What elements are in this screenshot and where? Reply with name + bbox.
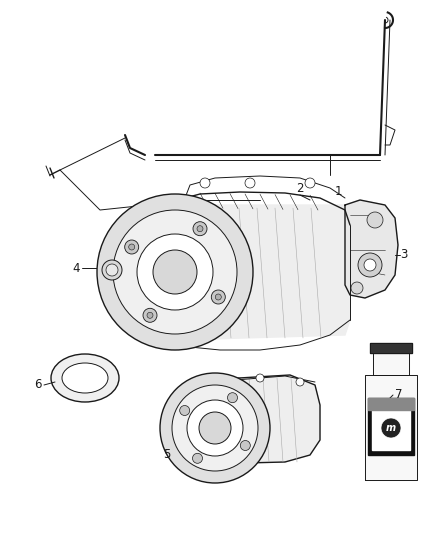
Text: 4: 4 — [73, 262, 80, 274]
Circle shape — [129, 244, 135, 250]
Circle shape — [153, 250, 197, 294]
Circle shape — [172, 385, 258, 471]
Circle shape — [160, 373, 270, 483]
Circle shape — [245, 178, 255, 188]
Circle shape — [351, 282, 363, 294]
Circle shape — [358, 253, 382, 277]
Circle shape — [256, 374, 264, 382]
Polygon shape — [198, 375, 320, 463]
Polygon shape — [368, 398, 414, 455]
Circle shape — [227, 393, 237, 403]
Circle shape — [143, 308, 157, 322]
Circle shape — [180, 406, 190, 416]
Circle shape — [211, 290, 225, 304]
Text: 6: 6 — [35, 378, 42, 392]
Circle shape — [137, 234, 213, 310]
Circle shape — [200, 178, 210, 188]
Circle shape — [197, 225, 203, 232]
Polygon shape — [345, 200, 398, 298]
Ellipse shape — [62, 363, 108, 393]
Text: 2: 2 — [296, 182, 304, 195]
Polygon shape — [370, 343, 412, 353]
Circle shape — [187, 400, 243, 456]
Text: 5: 5 — [162, 448, 170, 462]
Circle shape — [381, 418, 401, 438]
Circle shape — [296, 378, 304, 386]
Text: 3: 3 — [400, 248, 407, 262]
Polygon shape — [373, 353, 409, 375]
Text: 1: 1 — [335, 185, 343, 198]
Circle shape — [102, 260, 122, 280]
Circle shape — [305, 178, 315, 188]
Polygon shape — [372, 410, 410, 450]
Polygon shape — [175, 205, 350, 340]
Circle shape — [240, 440, 250, 450]
Circle shape — [199, 412, 231, 444]
Circle shape — [97, 194, 253, 350]
Circle shape — [125, 240, 139, 254]
Circle shape — [147, 312, 153, 318]
Circle shape — [113, 210, 237, 334]
Circle shape — [367, 212, 383, 228]
Polygon shape — [365, 375, 417, 480]
Circle shape — [192, 453, 202, 463]
Text: m: m — [386, 423, 396, 433]
Circle shape — [106, 264, 118, 276]
Circle shape — [364, 259, 376, 271]
Circle shape — [193, 222, 207, 236]
Polygon shape — [368, 398, 414, 410]
Ellipse shape — [51, 354, 119, 402]
Text: 7: 7 — [395, 389, 403, 401]
Circle shape — [215, 294, 221, 300]
